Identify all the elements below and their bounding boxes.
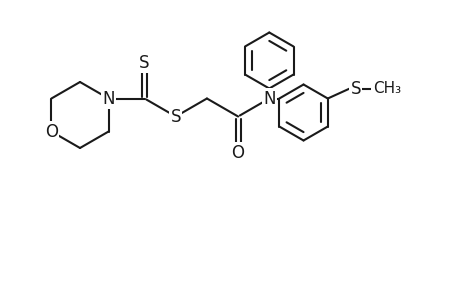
- Text: N: N: [102, 89, 115, 107]
- Text: S: S: [139, 53, 150, 71]
- Text: S: S: [170, 107, 180, 125]
- Text: N: N: [263, 89, 275, 107]
- Text: O: O: [231, 143, 244, 161]
- Text: S: S: [350, 80, 360, 98]
- Text: O: O: [45, 122, 58, 140]
- Text: CH₃: CH₃: [372, 81, 400, 96]
